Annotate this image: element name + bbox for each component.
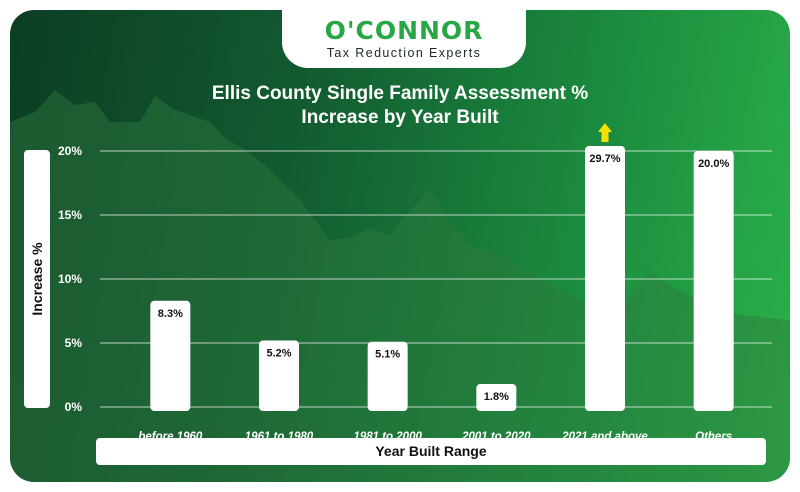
- bar: [693, 151, 734, 411]
- bars: [150, 146, 734, 411]
- bar: [150, 300, 191, 411]
- bar: [476, 383, 517, 411]
- data-label: 29.7%: [589, 153, 620, 165]
- data-label: 5.2%: [266, 347, 291, 359]
- y-tick-label: 5%: [65, 336, 83, 350]
- x-axis-label-box: Year Built Range: [96, 438, 766, 465]
- x-axis-label: Year Built Range: [375, 443, 487, 459]
- y-tick-label: 15%: [58, 208, 82, 222]
- bar: [367, 341, 408, 411]
- gridlines: [100, 150, 772, 408]
- bar-plot: 0% 5% 10% 15% 20% 8.3% 5.2% 5.1% 1.8% 29.7% 20.0%…: [58, 123, 772, 443]
- bar: [259, 340, 299, 411]
- chart-card: O'CONNOR Tax Reduction Experts Ellis Cou…: [10, 10, 790, 482]
- data-label: 20.0%: [698, 158, 729, 170]
- y-tick-labels: 0% 5% 10% 15% 20%: [58, 144, 82, 414]
- y-axis-label-box: Increase %: [24, 150, 50, 408]
- y-tick-label: 0%: [65, 400, 83, 414]
- y-tick-label: 10%: [58, 272, 82, 286]
- brand-logo: O'CONNOR Tax Reduction Experts: [282, 10, 526, 68]
- bar: [585, 146, 625, 411]
- brand-name: O'CONNOR: [324, 16, 484, 45]
- data-label: 5.1%: [375, 349, 400, 361]
- data-labels: 8.3% 5.2% 5.1% 1.8% 29.7% 20.0%: [158, 153, 730, 403]
- overflow-arrow-icon: [598, 123, 612, 142]
- y-tick-label: 20%: [58, 144, 82, 158]
- brand-tagline: Tax Reduction Experts: [326, 46, 482, 60]
- chart-title: Ellis County Single Family Assessment % …: [10, 82, 790, 130]
- data-label: 1.8%: [484, 391, 509, 403]
- chart-title-text: Ellis County Single Family Assessment % …: [211, 83, 589, 128]
- data-label: 8.3%: [158, 308, 183, 320]
- overflow-markers: [598, 123, 612, 142]
